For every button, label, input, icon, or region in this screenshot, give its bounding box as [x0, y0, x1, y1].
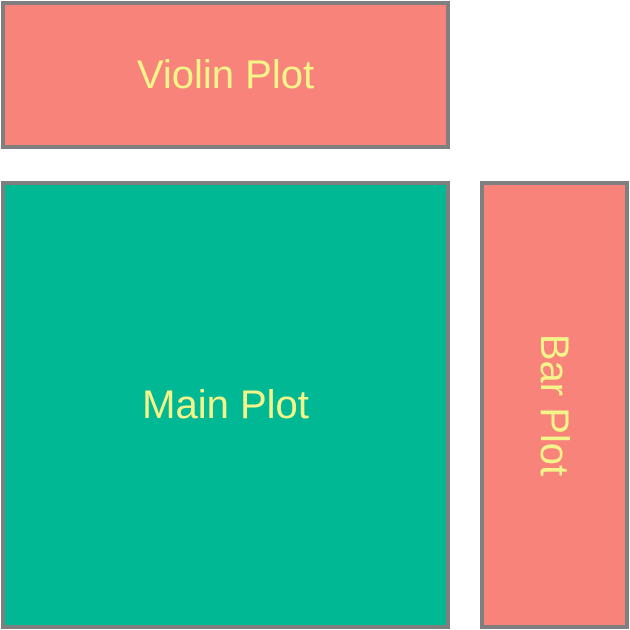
violin-plot-label: Violin Plot	[136, 53, 315, 97]
violin-plot-panel: Violin Plot	[1, 1, 450, 149]
bar-plot-panel: Bar Plot	[480, 181, 629, 629]
main-plot-label: Main Plot	[142, 383, 309, 427]
main-plot-panel: Main Plot	[1, 181, 450, 629]
bar-plot-label: Bar Plot	[532, 333, 577, 477]
